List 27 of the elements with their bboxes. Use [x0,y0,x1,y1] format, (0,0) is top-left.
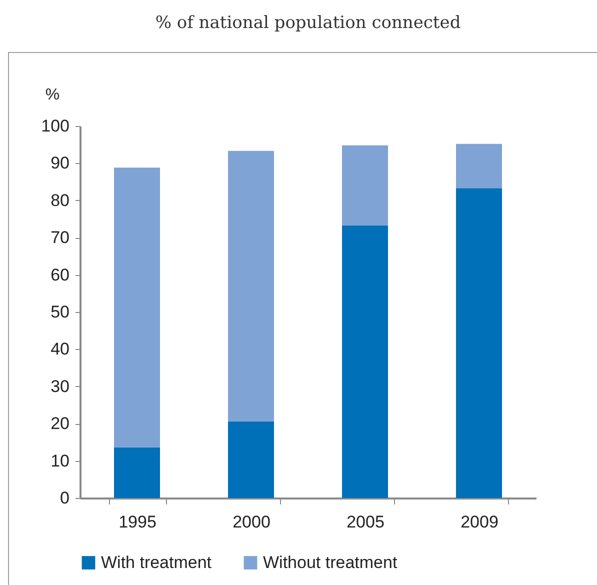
y-tick-label: 60 [50,265,70,284]
legend-label: Without treatment [263,552,398,572]
y-tick-label: 70 [50,228,70,248]
y-tick-label: 20 [50,414,70,434]
x-tick-label: 1995 [118,512,156,532]
bar [228,150,274,422]
y-tick-label: 0 [60,488,70,508]
y-tick-label: 80 [50,190,70,210]
bar [114,447,160,498]
bar [456,144,502,188]
x-tick-label: 2000 [232,512,270,532]
y-tick-label: 30 [50,376,70,396]
bar [456,188,502,498]
y-tick-label: 10 [50,451,70,470]
y-tick-label: 50 [50,302,70,322]
bar [342,225,388,498]
x-tick-label: 2005 [346,512,384,532]
y-tick-label: 100 [41,116,70,136]
bar [114,168,160,448]
y-tick-label: 90 [50,154,70,173]
legend-label: With treatment [101,552,212,572]
bar [228,421,274,498]
chart-title: % of national population connected [155,13,461,33]
x-tick-label: 2009 [460,512,498,532]
bar [342,145,388,226]
y-tick-label: 40 [50,340,70,359]
y-axis-title: % [45,86,60,104]
